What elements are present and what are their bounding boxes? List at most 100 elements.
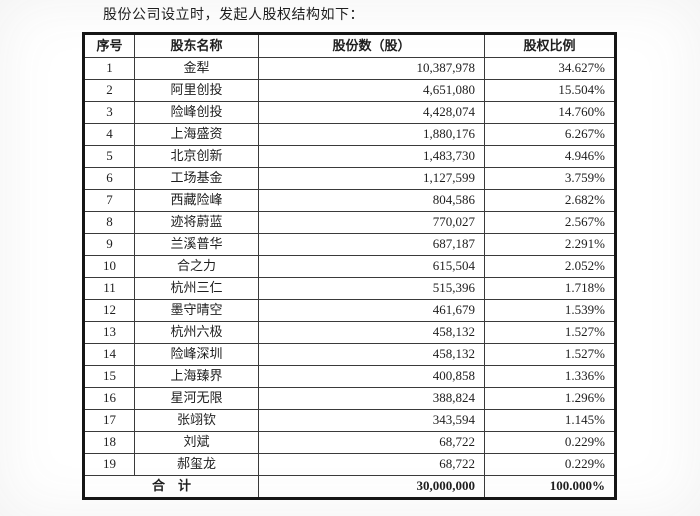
row-index-cell: 9 <box>83 233 135 256</box>
shareholder-name-cell: 上海盛资 <box>134 123 259 146</box>
row-index-cell: 18 <box>83 431 135 454</box>
shareholder-name-cell: 北京创新 <box>134 145 259 168</box>
table-row: 18 刘斌 68,722 0.229% <box>83 431 616 454</box>
row-index-cell: 4 <box>83 123 135 146</box>
header-index: 序号 <box>83 33 135 58</box>
row-index-cell: 6 <box>83 167 135 190</box>
row-index-cell: 10 <box>83 255 135 278</box>
shareholder-name-cell: 迹将蔚蓝 <box>134 211 259 234</box>
equity-ratio-cell: 14.760% <box>484 101 616 124</box>
shareholder-name-cell: 工场基金 <box>134 167 259 190</box>
shareholder-name-cell: 星河无限 <box>134 387 259 410</box>
table-body: 1 金犁 10,387,978 34.627% 2 阿里创投 4,651,080 15.504… <box>83 57 616 476</box>
table-row: 8 迹将蔚蓝 770,027 2.567% <box>83 211 616 234</box>
row-index-cell: 12 <box>83 299 135 322</box>
shareholder-name-cell: 阿里创投 <box>134 79 259 102</box>
row-index-cell: 14 <box>83 343 135 366</box>
shares-count-cell: 458,132 <box>258 321 485 344</box>
table-row: 15 上海臻界 400,858 1.336% <box>83 365 616 388</box>
shares-count-cell: 68,722 <box>258 453 485 476</box>
header-row: 序号 股东名称 股份数（股） 股权比例 <box>83 33 616 58</box>
shareholder-name-cell: 杭州六极 <box>134 321 259 344</box>
table-header: 序号 股东名称 股份数（股） 股权比例 <box>83 33 616 58</box>
row-index-cell: 7 <box>83 189 135 212</box>
table-row: 12 墨守晴空 461,679 1.539% <box>83 299 616 322</box>
row-index-cell: 15 <box>83 365 135 388</box>
shareholder-name-cell: 郝玺龙 <box>134 453 259 476</box>
row-index-cell: 11 <box>83 277 135 300</box>
shareholder-name-cell: 险峰创投 <box>134 101 259 124</box>
equity-ratio-cell: 1.718% <box>484 277 616 300</box>
equity-ratio-cell: 1.296% <box>484 387 616 410</box>
shares-count-cell: 1,127,599 <box>258 167 485 190</box>
equity-ratio-cell: 1.336% <box>484 365 616 388</box>
equity-ratio-cell: 4.946% <box>484 145 616 168</box>
equity-ratio-cell: 6.267% <box>484 123 616 146</box>
row-index-cell: 19 <box>83 453 135 476</box>
row-index-cell: 17 <box>83 409 135 432</box>
shares-count-cell: 615,504 <box>258 255 485 278</box>
shareholder-name-cell: 西藏险峰 <box>134 189 259 212</box>
shareholder-name-cell: 金犁 <box>134 57 259 80</box>
table-row: 4 上海盛资 1,880,176 6.267% <box>83 123 616 146</box>
equity-ratio-cell: 0.229% <box>484 453 616 476</box>
equity-ratio-cell: 34.627% <box>484 57 616 80</box>
shareholder-name-cell: 张翊钦 <box>134 409 259 432</box>
shares-count-cell: 770,027 <box>258 211 485 234</box>
shares-count-cell: 10,387,978 <box>258 57 485 80</box>
equity-ratio-cell: 2.291% <box>484 233 616 256</box>
equity-ratio-cell: 1.145% <box>484 409 616 432</box>
row-index-cell: 13 <box>83 321 135 344</box>
shares-count-cell: 4,428,074 <box>258 101 485 124</box>
total-label-cell: 合 计 <box>83 475 259 499</box>
header-shares: 股份数（股） <box>258 33 485 58</box>
table-row: 2 阿里创投 4,651,080 15.504% <box>83 79 616 102</box>
shareholder-name-cell: 刘斌 <box>134 431 259 454</box>
shareholder-name-cell: 上海臻界 <box>134 365 259 388</box>
shareholder-name-cell: 墨守晴空 <box>134 299 259 322</box>
table-row: 7 西藏险峰 804,586 2.682% <box>83 189 616 212</box>
shares-count-cell: 400,858 <box>258 365 485 388</box>
header-ratio: 股权比例 <box>484 33 616 58</box>
shares-count-cell: 804,586 <box>258 189 485 212</box>
shares-count-cell: 515,396 <box>258 277 485 300</box>
shares-count-cell: 343,594 <box>258 409 485 432</box>
shares-count-cell: 458,132 <box>258 343 485 366</box>
table-row: 14 险峰深圳 458,132 1.527% <box>83 343 616 366</box>
shares-count-cell: 687,187 <box>258 233 485 256</box>
section-intro-text: 股份公司设立时，发起人股权结构如下： <box>103 8 364 23</box>
table-row: 13 杭州六极 458,132 1.527% <box>83 321 616 344</box>
equity-ratio-cell: 2.682% <box>484 189 616 212</box>
equity-ratio-cell: 1.527% <box>484 343 616 366</box>
table-row: 6 工场基金 1,127,599 3.759% <box>83 167 616 190</box>
table-row: 11 杭州三仁 515,396 1.718% <box>83 277 616 300</box>
shares-count-cell: 461,679 <box>258 299 485 322</box>
row-index-cell: 2 <box>83 79 135 102</box>
table-row: 9 兰溪普华 687,187 2.291% <box>83 233 616 256</box>
total-row: 合 计 30,000,000 100.000% <box>83 475 616 499</box>
equity-ratio-cell: 3.759% <box>484 167 616 190</box>
table-row: 10 合之力 615,504 2.052% <box>83 255 616 278</box>
shareholder-name-cell: 杭州三仁 <box>134 277 259 300</box>
total-ratio-cell: 100.000% <box>484 475 616 499</box>
table-row: 3 险峰创投 4,428,074 14.760% <box>83 101 616 124</box>
equity-ratio-cell: 1.527% <box>484 321 616 344</box>
row-index-cell: 16 <box>83 387 135 410</box>
shareholder-name-cell: 合之力 <box>134 255 259 278</box>
header-name: 股东名称 <box>134 33 259 58</box>
table-row: 19 郝玺龙 68,722 0.229% <box>83 453 616 476</box>
shares-count-cell: 1,483,730 <box>258 145 485 168</box>
shares-count-cell: 388,824 <box>258 387 485 410</box>
row-index-cell: 3 <box>83 101 135 124</box>
equity-ratio-cell: 2.567% <box>484 211 616 234</box>
total-shares-cell: 30,000,000 <box>258 475 485 499</box>
shareholder-name-cell: 险峰深圳 <box>134 343 259 366</box>
shares-count-cell: 68,722 <box>258 431 485 454</box>
table-row: 1 金犁 10,387,978 34.627% <box>83 57 616 80</box>
equity-ratio-cell: 2.052% <box>484 255 616 278</box>
shareholder-name-cell: 兰溪普华 <box>134 233 259 256</box>
row-index-cell: 1 <box>83 57 135 80</box>
shareholder-structure-table: 序号 股东名称 股份数（股） 股权比例 1 金犁 10,387,978 34.627%… <box>82 32 617 500</box>
table-row: 5 北京创新 1,483,730 4.946% <box>83 145 616 168</box>
